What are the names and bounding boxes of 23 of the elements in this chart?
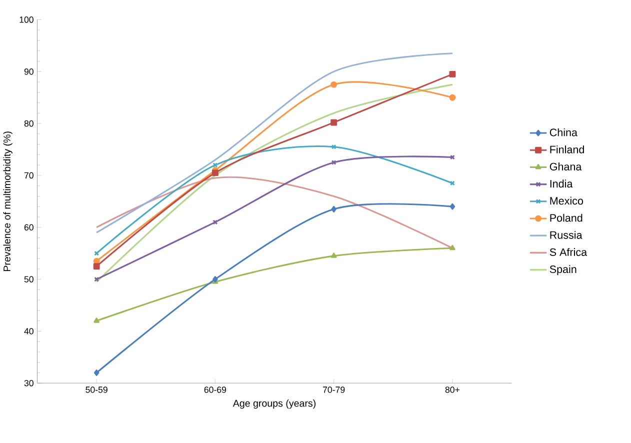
y-tick-label: 60	[24, 224, 34, 230]
y-tick-label: 30	[24, 380, 34, 386]
legend-label: S Africa	[550, 248, 588, 256]
x-axis-title: Age groups (years)	[232, 400, 316, 409]
legend-label: Ghana	[550, 162, 582, 170]
y-tick-label: 70	[24, 172, 34, 179]
y-tick-label: 80	[24, 120, 34, 127]
y-tick-label: 90	[24, 68, 34, 75]
y-tick-label: 50	[24, 276, 34, 282]
legend-label: Mexico	[550, 196, 583, 205]
legend-label: Poland	[550, 214, 582, 222]
y-tick-label: 100	[20, 16, 34, 23]
x-tick-label: 60-69	[204, 386, 226, 393]
legend-label: Finland	[550, 145, 584, 154]
legend-label: Russia	[550, 230, 582, 239]
x-tick-label: 50-59	[86, 386, 108, 393]
legend-label: Spain	[550, 265, 576, 276]
x-tick-label: 70-79	[323, 386, 345, 393]
legend-label: India	[550, 180, 573, 188]
y-tick-label: 40	[24, 328, 34, 334]
y-axis-title: Prevalence of multimorbidity (%)	[3, 132, 12, 271]
legend-label: China	[550, 128, 578, 136]
x-tick-label: 80+	[445, 386, 460, 393]
